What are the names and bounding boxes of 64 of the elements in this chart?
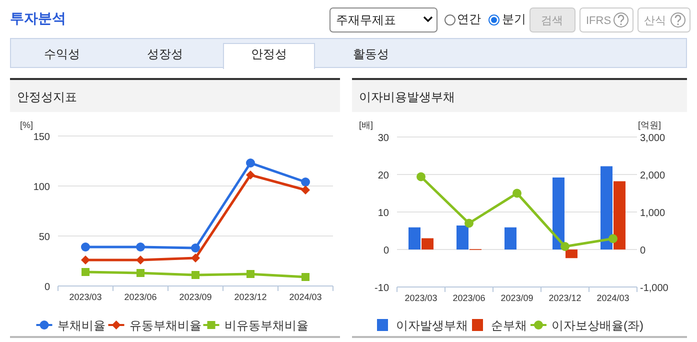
point [136, 269, 144, 277]
point [246, 158, 255, 168]
point [191, 254, 200, 262]
point [301, 178, 310, 186]
legend-label: 순부채 [491, 318, 527, 332]
bar [600, 166, 612, 250]
point [136, 256, 145, 264]
y2-tick-label: -1,000 [640, 283, 669, 294]
y-tick-label: 10 [378, 208, 390, 219]
y2-tick-label: 3,000 [640, 133, 666, 144]
point [191, 244, 200, 252]
x-tick-label: 2023/09 [500, 293, 534, 303]
y2-tick-label: 0 [640, 246, 646, 256]
page-header: 투자분석 주재무제표 연간 분기 검색 IFRS 산식 수익성 성장성 안정성 활동성 [10, 8, 690, 70]
y-tick-label: -10 [374, 283, 390, 294]
bar [422, 238, 434, 250]
point [302, 273, 310, 281]
legend-label: 비유동부채비율 [224, 318, 308, 332]
y-tick-label: 20 [378, 170, 390, 182]
point [81, 256, 90, 264]
point [81, 242, 90, 252]
point [608, 234, 618, 244]
y-tick-label: 100 [33, 182, 50, 193]
x-tick-label: 2023/12 [548, 293, 582, 303]
x-tick-label: 2023/03 [404, 293, 438, 303]
y2-tick-label: 1,000 [640, 208, 666, 219]
point [512, 188, 522, 198]
x-tick-label: 2024/03 [289, 292, 322, 302]
y2-axis-title: [억원] [638, 120, 662, 130]
point [301, 186, 310, 194]
bar [456, 226, 468, 250]
y-tick-label: 150 [33, 132, 50, 143]
y-axis-title: [%] [20, 120, 34, 130]
point [464, 218, 474, 228]
x-tick-label: 2023/06 [452, 293, 486, 303]
point [416, 172, 426, 182]
bar [552, 178, 564, 250]
y-tick-label: 0 [44, 282, 50, 293]
point [136, 242, 145, 252]
bar [566, 250, 578, 258]
point [560, 242, 570, 251]
x-tick-label: 2023/12 [234, 292, 267, 302]
point [192, 271, 200, 279]
legend-label: 부채비율 [57, 318, 106, 332]
chart-title: 안정성지표 [17, 90, 77, 104]
y2-tick-label: 2,000 [640, 170, 666, 182]
point [82, 268, 90, 276]
point [246, 170, 255, 180]
legend-label: 이자보상배율(좌) [552, 318, 644, 332]
chart-title: 이자비용발생부채 [359, 90, 455, 104]
bar [614, 181, 626, 250]
y-axis-title: [배] [359, 120, 374, 130]
legend-label: 이자발생부채 [396, 318, 468, 332]
bar [408, 227, 420, 250]
x-tick-label: 2024/03 [596, 293, 630, 303]
x-tick-label: 2023/06 [124, 292, 157, 302]
x-tick-label: 2023/09 [179, 292, 212, 302]
bar [504, 227, 516, 250]
y-tick-label: 0 [383, 246, 390, 256]
point [246, 270, 254, 278]
legend-label: 유동부채비율 [129, 318, 202, 332]
y-tick-label: 30 [378, 133, 390, 144]
x-tick-label: 2023/03 [69, 292, 102, 302]
y-tick-label: 50 [38, 232, 50, 243]
